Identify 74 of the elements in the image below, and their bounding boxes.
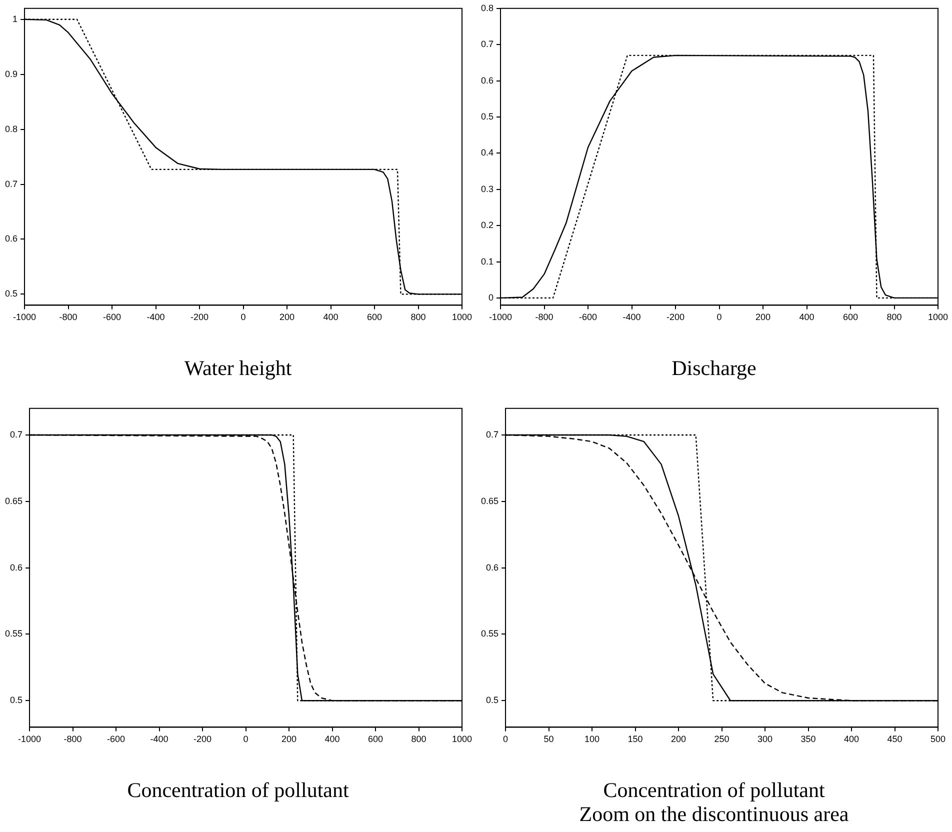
x-tick-label: 0 xyxy=(716,312,722,322)
y-tick-label: 0.7 xyxy=(4,178,18,189)
x-tick-label: 350 xyxy=(800,734,816,744)
y-tick-label: 0.8 xyxy=(4,124,18,134)
x-tick-label: 0 xyxy=(243,734,248,744)
y-tick-label: 0.5 xyxy=(10,695,23,706)
x-tick-label: -200 xyxy=(194,734,212,744)
text: Discharge xyxy=(670,356,758,380)
y-tick-label: 0 xyxy=(488,292,494,302)
x-tick-label: -800 xyxy=(59,312,78,322)
x-tick-label: 1000 xyxy=(452,734,472,744)
x-tick-label: 600 xyxy=(368,734,384,744)
y-tick-label: 0.6 xyxy=(10,562,23,572)
y-tick-label: 0.5 xyxy=(480,111,494,122)
x-tick-label: 800 xyxy=(410,312,426,322)
x-tick-label: 0 xyxy=(503,734,508,744)
x-tick-label: 600 xyxy=(842,312,858,322)
x-tick-label: 300 xyxy=(757,734,773,744)
y-tick-label: 0.1 xyxy=(480,256,494,266)
x-tick-label: 450 xyxy=(887,734,902,744)
text: Zoom on the discontinuous area xyxy=(578,802,850,826)
y-tick-label: 0.6 xyxy=(4,234,18,244)
text: Concentration of pollutant xyxy=(126,778,350,802)
x-tick-label: 200 xyxy=(279,312,295,322)
y-tick-label: 0.5 xyxy=(486,695,499,706)
y-tick-label: 0.55 xyxy=(480,628,499,639)
x-tick-label: 200 xyxy=(755,312,771,322)
x-tick-label: 400 xyxy=(799,312,814,322)
x-tick-label: -1000 xyxy=(12,312,36,322)
y-tick-label: 0.6 xyxy=(486,562,499,572)
y-tick-label: 0.65 xyxy=(4,496,23,506)
y-tick-label: 0.65 xyxy=(480,496,499,506)
y-tick-label: 0.7 xyxy=(10,429,23,440)
x-tick-label: -200 xyxy=(666,312,685,322)
y-tick-label: 0.55 xyxy=(4,628,23,639)
x-tick-label: 50 xyxy=(544,734,554,744)
x-tick-label: -400 xyxy=(622,312,641,322)
y-tick-label: 0.4 xyxy=(480,148,494,158)
y-tick-label: 0.6 xyxy=(480,75,494,86)
x-tick-label: 200 xyxy=(670,734,686,744)
y-tick-label: 1 xyxy=(12,14,18,24)
x-tick-label: 600 xyxy=(366,312,382,322)
x-tick-label: 400 xyxy=(324,734,340,744)
x-tick-label: -1000 xyxy=(488,312,512,322)
x-tick-label: 400 xyxy=(844,734,860,744)
y-tick-label: 0.9 xyxy=(4,68,18,79)
text: Concentration of pollutant xyxy=(602,778,826,802)
x-tick-label: 150 xyxy=(628,734,643,744)
x-tick-label: 500 xyxy=(930,734,946,744)
x-tick-label: -800 xyxy=(64,734,82,744)
x-tick-label: 1000 xyxy=(452,312,472,322)
x-tick-label: 0 xyxy=(240,312,246,322)
x-tick-label: -200 xyxy=(190,312,209,322)
x-tick-label: -400 xyxy=(146,312,165,322)
x-tick-label: -600 xyxy=(579,312,598,322)
y-tick-label: 0.3 xyxy=(480,184,494,194)
y-tick-label: 0.7 xyxy=(486,429,499,440)
x-tick-label: 800 xyxy=(411,734,426,744)
x-tick-label: 400 xyxy=(323,312,338,322)
x-tick-label: 800 xyxy=(886,312,902,322)
x-tick-label: 250 xyxy=(714,734,730,744)
x-tick-label: -800 xyxy=(535,312,554,322)
x-tick-label: -1000 xyxy=(18,734,42,744)
x-tick-label: 1000 xyxy=(928,312,948,322)
x-tick-label: 200 xyxy=(281,734,297,744)
y-tick-label: 0.2 xyxy=(480,220,494,230)
y-tick-label: 0.8 xyxy=(480,2,494,13)
text: Water height xyxy=(183,356,293,380)
y-tick-label: 0.5 xyxy=(4,288,18,299)
x-tick-label: 100 xyxy=(584,734,600,744)
y-tick-label: 0.7 xyxy=(480,39,494,50)
x-tick-label: -600 xyxy=(107,734,126,744)
x-tick-label: -600 xyxy=(103,312,122,322)
x-tick-label: -400 xyxy=(150,734,168,744)
